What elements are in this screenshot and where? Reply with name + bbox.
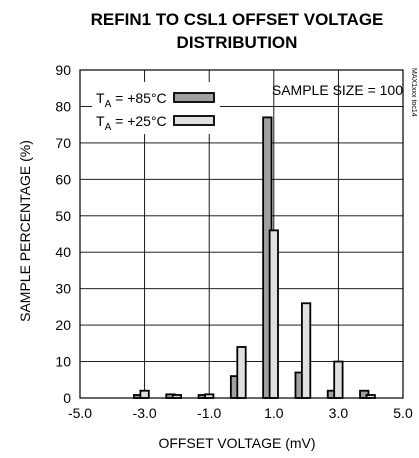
- x-tick-label-0: -5.0: [68, 405, 92, 421]
- plot-frame: [79, 69, 404, 399]
- chart-title-line-1: REFIN1 TO CSL1 OFFSET VOLTAGE: [91, 10, 384, 29]
- x-tick-label-2: -1.0: [197, 405, 221, 421]
- bar-series-1-3: [236, 346, 247, 399]
- legend-swatch-1: [173, 115, 215, 126]
- bar-series-1-0: [139, 389, 150, 399]
- x-tick-label-1: -3.0: [133, 405, 157, 421]
- legend-swatch-0: [173, 92, 215, 103]
- y-tick-label-5: 50: [55, 208, 71, 224]
- chart-title-line-2: DISTRIBUTION: [177, 33, 298, 52]
- y-tick-label-8: 80: [55, 98, 71, 114]
- grid: [80, 70, 403, 398]
- bar-series-1-5: [301, 302, 312, 399]
- legend-label-1: TA = +25°C: [96, 113, 167, 133]
- y-axis-label: SAMPLE PERCENTAGE (%): [17, 140, 33, 322]
- x-axis-label: OFFSET VOLTAGE (mV): [158, 435, 315, 451]
- y-tick-label-3: 30: [55, 281, 71, 297]
- y-tick-label-2: 20: [55, 317, 71, 333]
- bar-series-1-6: [333, 360, 344, 399]
- figure-code: MAX1xxx toc14: [410, 68, 417, 117]
- bar-series-1-4: [268, 229, 279, 399]
- legend: TA = +85°C TA = +25°C: [92, 82, 220, 134]
- legend-label-0: TA = +85°C: [96, 90, 167, 110]
- x-tick-label-4: 3.0: [329, 405, 349, 421]
- y-tick-label-1: 10: [55, 354, 71, 370]
- sample-size-annotation: SAMPLE SIZE = 100: [272, 82, 403, 98]
- x-tick-label-3: 1.0: [264, 405, 284, 421]
- tick-labels: 0 10 20 30 40 50 60 70 80 90 -5.0 -3.0 -1.0 1.0 3.0 5.0: [55, 62, 413, 421]
- y-tick-label-7: 70: [55, 135, 71, 151]
- y-tick-label-4: 40: [55, 244, 71, 260]
- y-tick-label-0: 0: [63, 390, 71, 406]
- x-tick-label-5: 5.0: [393, 405, 413, 421]
- y-tick-label-6: 60: [55, 171, 71, 187]
- y-tick-label-9: 90: [55, 62, 71, 78]
